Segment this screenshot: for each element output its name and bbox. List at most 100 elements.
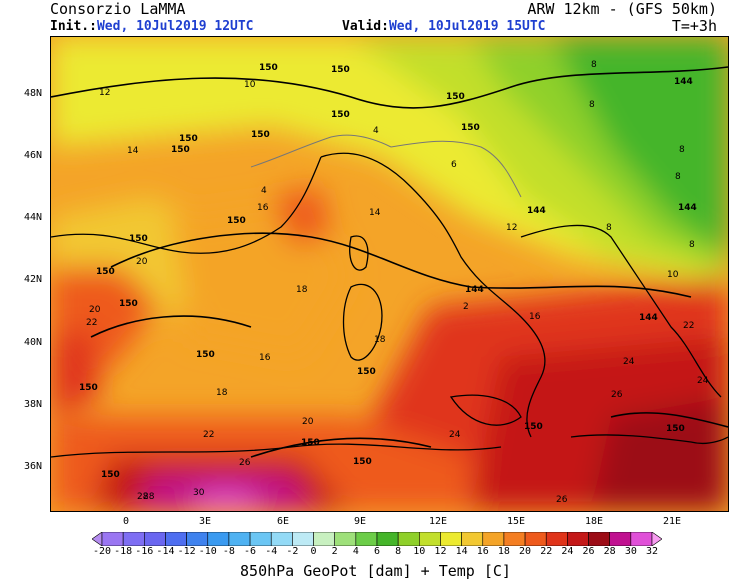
- geopot-label: 150: [524, 422, 543, 432]
- temp-label: 24: [623, 357, 635, 367]
- init-value: Wed, 10Jul2019 12UTC: [96, 19, 254, 34]
- colorbar-tick-label: -2: [286, 546, 299, 557]
- lat-label-40n: 40N: [24, 337, 43, 348]
- model-title: ARW 12km - (GFS 50km): [527, 0, 717, 18]
- geopot-label: 150: [331, 110, 350, 120]
- colorbar-tick-label: 10: [413, 546, 426, 557]
- colorbar-tick-label: 26: [582, 546, 595, 557]
- temp-label: 18: [374, 335, 386, 345]
- temp-label: 16: [257, 203, 269, 213]
- temp-label: 26: [239, 458, 251, 468]
- colorbar-segment: [249, 532, 272, 546]
- lat-label-48n: 48N: [24, 88, 43, 99]
- geopot-label: 150: [171, 145, 190, 155]
- colorbar-segment: [101, 532, 124, 546]
- temp-label: 8: [591, 60, 597, 70]
- colorbar-tick-label: 12: [434, 546, 447, 557]
- lon-label-21e: 21E: [662, 516, 682, 527]
- colorbar-segment: [334, 532, 357, 546]
- lon-label-0: 0: [122, 516, 130, 527]
- lon-label-3e: 3E: [198, 516, 212, 527]
- geopot-label: 150: [196, 350, 215, 360]
- geopot-label: 150: [301, 438, 320, 448]
- colorbar-segment: [270, 532, 293, 546]
- colorbar-segment: [482, 532, 505, 546]
- colorbar-segment: [144, 532, 166, 546]
- temp-label: 10: [667, 270, 679, 280]
- init-time: Init.:Wed, 10Jul2019 12UTC: [50, 19, 254, 34]
- colorbar-segment: [440, 532, 462, 546]
- lat-label-46n: 46N: [24, 150, 43, 161]
- temp-label: 4: [373, 126, 379, 136]
- temp-label: 16: [259, 353, 271, 363]
- colorbar-tick-label: 14: [455, 546, 468, 557]
- lead-time: T=+3h: [671, 17, 717, 35]
- colorbar-tick-label: 16: [476, 546, 489, 557]
- temp-label: 10: [244, 80, 256, 90]
- colorbar-tick-label: 20: [519, 546, 532, 557]
- colorbar-tick-label: -18: [114, 546, 133, 557]
- temp-label: 8: [689, 240, 695, 250]
- lat-label-38n: 38N: [24, 399, 43, 410]
- temp-label: 6: [451, 160, 457, 170]
- temp-label: 12: [99, 88, 110, 98]
- map-legend-caption: 850hPa GeoPot [dam] + Temp [C]: [240, 562, 511, 580]
- colorbar-tick-label: 22: [540, 546, 553, 557]
- geopot-label: 150: [227, 216, 246, 226]
- colorbar-segment: [524, 532, 547, 546]
- valid-time: Valid:Wed, 10Jul2019 15UTC: [342, 19, 546, 34]
- colorbar-segment: [292, 532, 314, 546]
- geopot-label: 150: [101, 470, 120, 480]
- valid-label: Valid:: [342, 19, 389, 34]
- temp-label: 8: [606, 223, 612, 233]
- temp-label: 20: [136, 257, 148, 267]
- geopot-label: 150: [119, 299, 138, 309]
- temp-label: 28: [143, 492, 155, 502]
- lon-label-12e: 12E: [428, 516, 448, 527]
- colorbar-tick-label: 32: [645, 546, 659, 557]
- geopot-label: 150: [129, 234, 148, 244]
- colorbar-tick-label: 4: [352, 546, 359, 557]
- temp-label: 22: [683, 321, 694, 331]
- temp-label: 26: [556, 495, 568, 505]
- temp-label: 8: [679, 145, 685, 155]
- colorbar-tick-label: -12: [177, 546, 196, 557]
- valid-value: Wed, 10Jul2019 15UTC: [388, 19, 546, 34]
- lat-label-36n: 36N: [24, 461, 43, 472]
- colorbar-tick-label: -10: [198, 546, 217, 557]
- colorbar-tick-label: 24: [561, 546, 574, 557]
- weather-map: 12 14 16 18 20 22 24 26 28 30 10 8 6 4 2…: [50, 36, 729, 512]
- temp-label: 24: [697, 376, 709, 386]
- geopot-label: 150: [461, 123, 480, 133]
- colorbar-tick-label: -14: [156, 546, 175, 557]
- lon-label-9e: 9E: [353, 516, 367, 527]
- temp-label: 20: [302, 417, 314, 427]
- colorbar-segment: [651, 532, 662, 546]
- colorbar-tick-label: -4: [265, 546, 278, 557]
- organization-title: Consorzio LaMMA: [50, 0, 186, 18]
- colorbar-tick-label: 6: [373, 546, 381, 557]
- temp-label: 24: [449, 430, 461, 440]
- geopot-label: 150: [179, 134, 198, 144]
- geopot-label: 144: [639, 313, 658, 323]
- temp-label: 18: [296, 285, 308, 295]
- temp-label: 2: [463, 302, 469, 312]
- colorbar-tick-label: 2: [331, 546, 338, 557]
- colorbar-segment: [397, 532, 420, 546]
- colorbar-segment: [228, 532, 251, 546]
- temp-label: 26: [611, 390, 623, 400]
- temp-label: 14: [127, 146, 139, 156]
- geopot-label: 144: [678, 203, 697, 213]
- colorbar-tick-label: -8: [222, 546, 235, 557]
- temp-label: 22: [203, 430, 214, 440]
- colorbar-segment: [588, 532, 610, 546]
- geopot-label: 150: [666, 424, 685, 434]
- colorbar-tick-label: 28: [603, 546, 616, 557]
- colorbar-segment: [461, 532, 484, 546]
- colorbar-segment: [376, 532, 399, 546]
- lon-label-18e: 18E: [584, 516, 604, 527]
- geopot-label: 144: [465, 285, 484, 295]
- colorbar-tick-label: -16: [135, 546, 154, 557]
- temp-label: 8: [675, 172, 681, 182]
- temp-label: 16: [529, 312, 541, 322]
